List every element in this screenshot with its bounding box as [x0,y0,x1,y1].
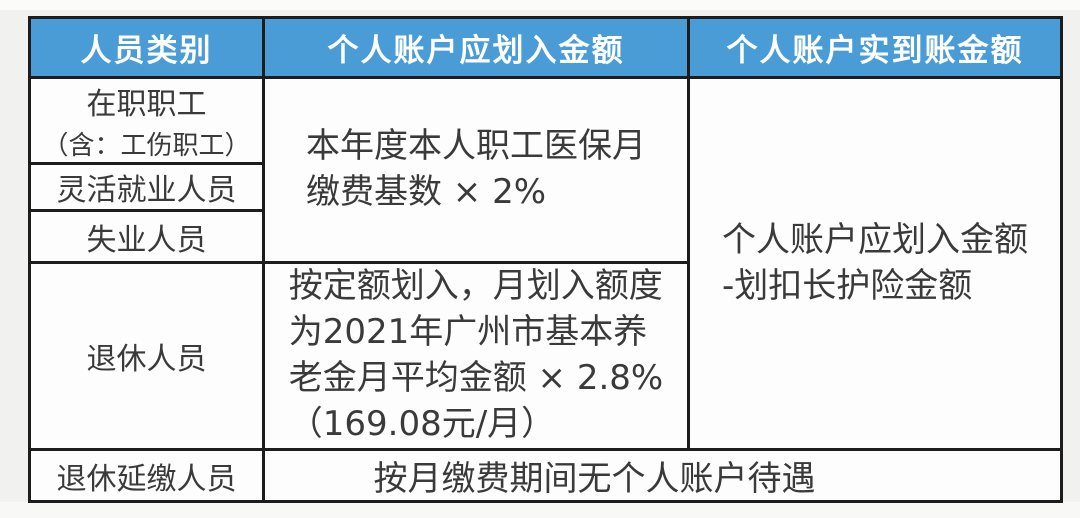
row-unemployed: 失业人员 [28,209,1062,264]
unemployed-label: 失业人员 [86,222,207,258]
cell-unemployed: 失业人员 [28,209,265,264]
row-retiree-deferred: 退休延缴人员 按月缴费期间无个人账户待遇 [28,448,1063,503]
cell-retirees: 退休人员 [28,261,265,451]
row-flexible-workers: 灵活就业人员 [28,162,1062,212]
row-active-employees: 在职职工 （含：工伤职工） 本年度本人职工医保月 缴费基数 × 2% 个人账户应… [28,76,1063,451]
deferred-note-text: 按月缴费期间无个人账户待遇 [373,459,816,499]
medical-insurance-account-table: 人员类别 个人账户应划入金额 个人账户实到账金额 在职职工 （含：工伤职工） 本… [28,16,1063,503]
cell-retiree-due-formula: 按定额划入，月划入额度 为2021年广州市基本养 老金月平均金额 × 2.8% … [262,261,690,451]
retiree-due-formula-text: 按定额划入，月划入额度 为2021年广州市基本养 老金月平均金额 × 2.8% … [288,266,664,444]
retiree-deferred-label: 退休延缴人员 [56,461,237,497]
cell-active-employees: 在职职工 （含：工伤职工） [28,76,265,165]
header-cell-due-amount: 个人账户应划入金额 [262,16,690,79]
header-cell-actual-amount: 个人账户实到账金额 [687,16,1063,79]
cell-flexible-workers: 灵活就业人员 [28,162,265,212]
employee-due-formula-text: 本年度本人职工医保月 缴费基数 × 2% [306,126,646,212]
flexible-workers-label: 灵活就业人员 [56,173,237,208]
retirees-label: 退休人员 [86,342,207,377]
page-background: 人员类别 个人账户应划入金额 个人账户实到账金额 在职职工 （含：工伤职工） 本… [0,16,1080,503]
row-retirees: 退休人员 按定额划入，月划入额度 为2021年广州市基本养 老金月平均金额 × … [28,261,1062,451]
cell-employee-due-formula: 本年度本人职工医保月 缴费基数 × 2% [262,76,690,264]
active-employees-label: 在职职工 [86,87,207,122]
header-cell-personnel-category: 人员类别 [28,16,265,79]
cell-retiree-deferred: 退休延缴人员 [28,448,265,503]
actual-amount-formula-text: 个人账户应划入金额 -划扣长护险金额 [722,219,1028,306]
header-row: 人员类别 个人账户应划入金额 个人账户实到账金额 [28,16,1063,79]
cell-actual-amount-formula: 个人账户应划入金额 -划扣长护险金额 [687,76,1063,451]
cell-deferred-note: 按月缴费期间无个人账户待遇 [262,448,1063,503]
active-employees-sublabel: （含：工伤职工） [42,131,251,161]
